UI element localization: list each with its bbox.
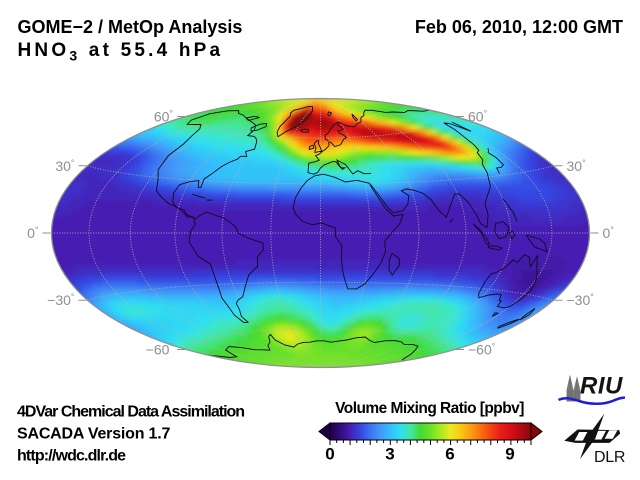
svg-text:HNO3 at 55.4 hPa: HNO3 at 55.4 hPa <box>18 40 224 64</box>
svg-text:0: 0 <box>325 445 334 464</box>
svg-text:−60°: −60° <box>146 342 174 358</box>
svg-text:30°: 30° <box>567 158 587 174</box>
svg-text:0°: 0° <box>27 225 39 241</box>
svg-text:4DVar Chemical Data Assimilati: 4DVar Chemical Data Assimilation <box>17 404 244 421</box>
svg-text:RIU: RIU <box>580 373 623 400</box>
svg-text:Volume Mixing Ratio [ppbv]: Volume Mixing Ratio [ppbv] <box>335 400 524 417</box>
svg-text:−30°: −30° <box>47 292 75 308</box>
svg-text:60°: 60° <box>468 109 488 125</box>
svg-text:Feb 06, 2010, 12:00 GMT: Feb 06, 2010, 12:00 GMT <box>415 17 623 37</box>
svg-text:GOME−2 / MetOp Analysis: GOME−2 / MetOp Analysis <box>18 17 243 37</box>
svg-text:−30°: −30° <box>567 292 595 308</box>
svg-text:SACADA Version 1.7: SACADA Version 1.7 <box>17 426 170 443</box>
svg-text:6: 6 <box>445 445 454 464</box>
svg-text:3: 3 <box>385 445 394 464</box>
svg-text:9: 9 <box>505 445 514 464</box>
svg-text:http://wdc.dlr.de: http://wdc.dlr.de <box>17 448 126 465</box>
svg-text:DLR: DLR <box>594 449 625 466</box>
svg-text:−60°: −60° <box>468 342 496 358</box>
svg-text:60°: 60° <box>154 109 174 125</box>
svg-text:0°: 0° <box>603 225 615 241</box>
svg-text:30°: 30° <box>55 158 75 174</box>
